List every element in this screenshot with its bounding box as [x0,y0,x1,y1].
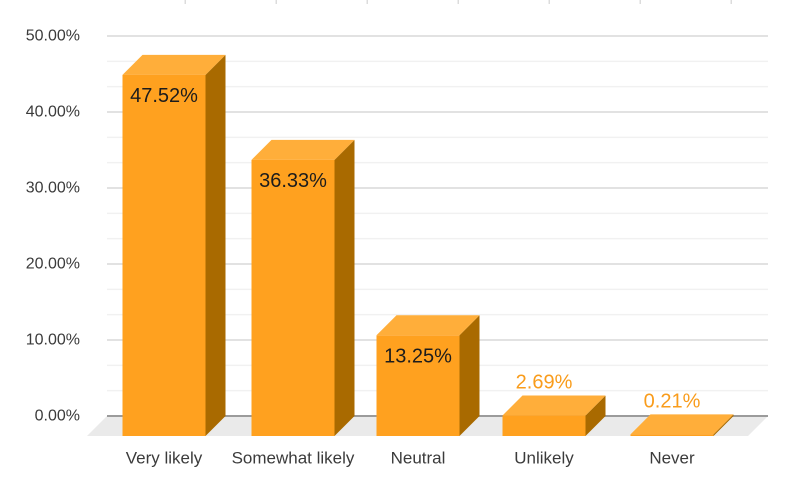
bar-value-label: 13.25% [384,345,452,367]
bar-top-face [630,414,734,435]
bar-value-label: 36.33% [259,170,327,192]
bar-front-face [251,159,335,436]
y-axis-label: 40.00% [26,104,80,121]
bar-top-face [502,395,606,416]
bar-value-label: 47.52% [130,85,198,107]
bar-top-face [251,139,355,160]
bar-front-face [376,335,460,436]
y-axis-label: 50.00% [26,28,80,45]
y-axis-label: 30.00% [26,180,80,197]
x-axis-label: Neutral [391,449,446,468]
bar-front-face [122,74,206,437]
x-axis-label: Somewhat likely [232,449,355,468]
bar-front-face [502,415,586,436]
bar-front-face [630,434,714,436]
bar-side-face [585,395,606,436]
y-axis-label: 10.00% [26,332,80,349]
x-axis-label: Never [649,449,695,468]
x-axis-label: Very likely [126,449,203,468]
y-axis-label: 20.00% [26,256,80,273]
bar-side-face [713,414,734,436]
bar-side-face [334,139,355,436]
bar-top-face [376,315,480,336]
bar-value-label: 0.21% [644,390,701,412]
bar-value-label: 2.69% [516,372,573,394]
bar-top-face [122,54,226,75]
bar-side-face [459,315,480,436]
bar-side-face [205,54,226,437]
y-axis-label: 0.00% [35,408,80,425]
x-axis-label: Unlikely [514,449,574,468]
